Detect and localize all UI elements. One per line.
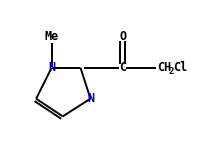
Text: O: O xyxy=(119,30,126,43)
Text: Me: Me xyxy=(45,30,59,43)
Text: N: N xyxy=(48,61,55,74)
Text: C: C xyxy=(119,61,126,74)
Text: CH: CH xyxy=(157,61,171,74)
Text: 2: 2 xyxy=(168,67,174,76)
Text: Cl: Cl xyxy=(173,61,187,74)
Text: N: N xyxy=(87,92,94,105)
